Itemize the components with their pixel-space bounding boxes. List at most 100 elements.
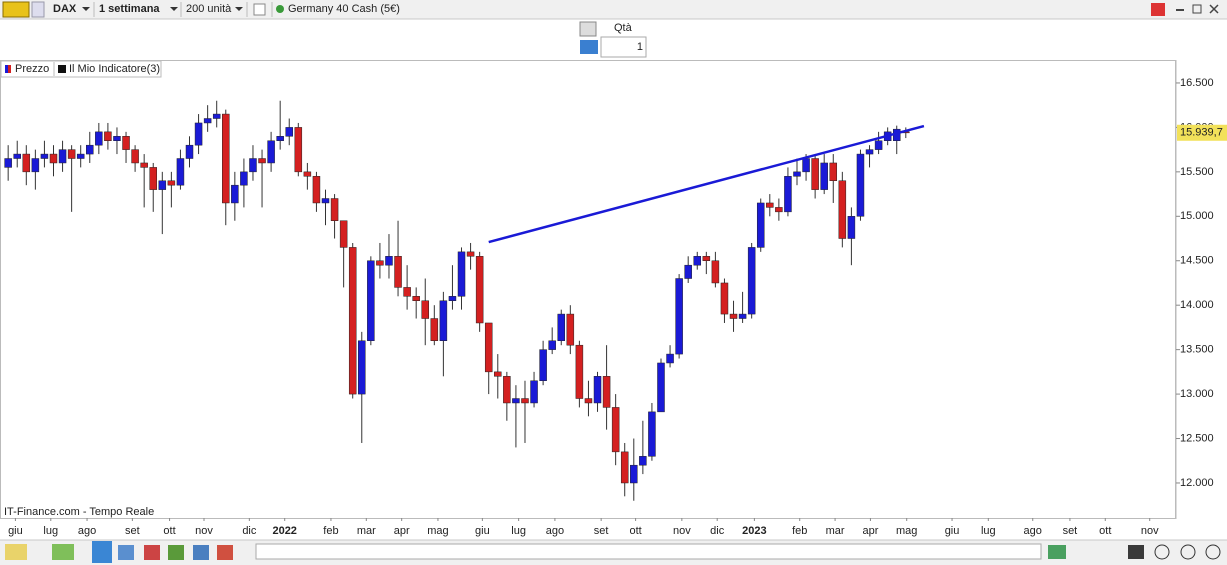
chat-tool[interactable] xyxy=(118,545,134,560)
x-tick-label: ago xyxy=(546,525,564,537)
y-tick-label: 13.000 xyxy=(1180,388,1214,400)
share-tool[interactable] xyxy=(92,541,112,563)
candle-body xyxy=(276,136,284,141)
pin-icon[interactable] xyxy=(31,1,45,18)
nav-tool[interactable] xyxy=(1048,545,1066,559)
zoom-in[interactable] xyxy=(1180,544,1196,560)
candle-body xyxy=(13,153,21,159)
candle-body xyxy=(820,162,828,190)
candle-body xyxy=(666,353,674,364)
candle-body xyxy=(321,198,330,204)
x-tick-label: ago xyxy=(1024,525,1042,537)
zoom-out[interactable] xyxy=(1154,544,1170,560)
dropdown-arrow[interactable] xyxy=(82,7,90,11)
candle-body xyxy=(448,296,457,301)
draw-tool[interactable] xyxy=(5,544,27,560)
candle-body xyxy=(802,158,810,173)
legend-swatch xyxy=(5,65,8,73)
candle-body xyxy=(339,220,348,248)
dropdown-arrow[interactable] xyxy=(235,7,243,11)
dropdown-arrow[interactable] xyxy=(170,7,178,11)
candle-body xyxy=(376,260,384,266)
instrument: Germany 40 Cash (5€) xyxy=(288,3,400,15)
candle-body xyxy=(584,398,593,404)
candle-body xyxy=(738,313,747,319)
candle-body xyxy=(348,247,357,395)
refresh-icon[interactable] xyxy=(1151,3,1165,16)
y-tick-label: 15.000 xyxy=(1180,210,1214,222)
candle-body xyxy=(22,153,31,173)
legend-label[interactable]: Il Mio Indicatore(3) xyxy=(69,63,160,75)
y-tick-label: 15.500 xyxy=(1180,166,1214,178)
candle-body xyxy=(421,300,429,319)
x-tick-label: 2022 xyxy=(272,525,296,537)
close-button[interactable] xyxy=(1209,4,1219,14)
candle-body xyxy=(503,376,511,404)
candle-body xyxy=(330,198,339,221)
candle-body xyxy=(466,251,475,257)
x-tick-label: ago xyxy=(78,525,96,537)
candle-body xyxy=(494,371,502,377)
qty-input[interactable] xyxy=(600,36,647,58)
candle-body xyxy=(104,131,112,141)
candle-body xyxy=(530,380,538,404)
legend-label[interactable]: Prezzo xyxy=(15,63,49,75)
x-tick-label: giu xyxy=(475,525,490,537)
timeframe[interactable]: 1 settimana xyxy=(99,3,160,15)
y-tick-label: 16.500 xyxy=(1180,77,1214,89)
chart-tool[interactable] xyxy=(217,545,233,560)
qty-value[interactable]: 1 xyxy=(637,41,643,53)
candle-body xyxy=(548,340,556,350)
minimize-button[interactable] xyxy=(1176,9,1184,11)
symbol[interactable]: DAX xyxy=(53,3,77,15)
x-tick-label: feb xyxy=(792,525,807,537)
candle-body xyxy=(657,362,665,413)
candle-body xyxy=(793,171,801,177)
x-tick-label: apr xyxy=(862,525,878,537)
candle-body xyxy=(203,118,212,124)
x-tick-label: ott xyxy=(1099,525,1111,537)
x-tick-label: 2023 xyxy=(742,525,766,537)
wrench-icon[interactable] xyxy=(579,21,597,37)
x-tick-label: feb xyxy=(323,525,338,537)
maximize-button[interactable] xyxy=(1192,4,1202,14)
trendline xyxy=(488,124,925,244)
zoom-fit[interactable] xyxy=(1205,544,1221,560)
x-tick-label: set xyxy=(1063,525,1078,537)
candle-body xyxy=(95,131,103,146)
zoom-tool[interactable] xyxy=(1128,545,1144,559)
legend-box xyxy=(0,60,162,78)
table-tool[interactable] xyxy=(168,545,184,560)
candle-body xyxy=(403,287,411,297)
candle-body xyxy=(158,180,167,190)
keypad-icon[interactable] xyxy=(580,40,598,54)
candle-body xyxy=(294,127,303,173)
x-tick-label: mag xyxy=(896,525,917,537)
candle-body xyxy=(385,256,393,266)
x-tick-label: set xyxy=(594,525,609,537)
list-tool[interactable] xyxy=(144,545,160,560)
candle-body xyxy=(67,149,76,159)
candle-body xyxy=(194,122,203,146)
x-tick-label: nov xyxy=(195,525,213,537)
candle-body xyxy=(693,256,702,266)
candle-body xyxy=(566,313,575,346)
info-icon[interactable] xyxy=(253,3,266,16)
x-tick-label: mar xyxy=(357,525,376,537)
y-tick-label: 13.500 xyxy=(1180,344,1214,356)
candle-body xyxy=(865,149,874,155)
plot-area xyxy=(0,60,1176,519)
x-tick-label: giu xyxy=(945,525,960,537)
candle-body xyxy=(367,260,375,341)
units[interactable]: 200 unità xyxy=(186,3,232,15)
candle-body xyxy=(167,180,176,186)
indicator-tool[interactable] xyxy=(52,544,74,560)
candle-body xyxy=(212,113,221,119)
x-tick-label: dic xyxy=(242,525,257,537)
scrollbar[interactable] xyxy=(255,543,1042,560)
candle-body xyxy=(312,176,321,204)
candle-body xyxy=(131,149,139,164)
candle-body xyxy=(856,153,865,217)
window-tool[interactable] xyxy=(193,545,209,560)
candle-body xyxy=(711,260,720,284)
